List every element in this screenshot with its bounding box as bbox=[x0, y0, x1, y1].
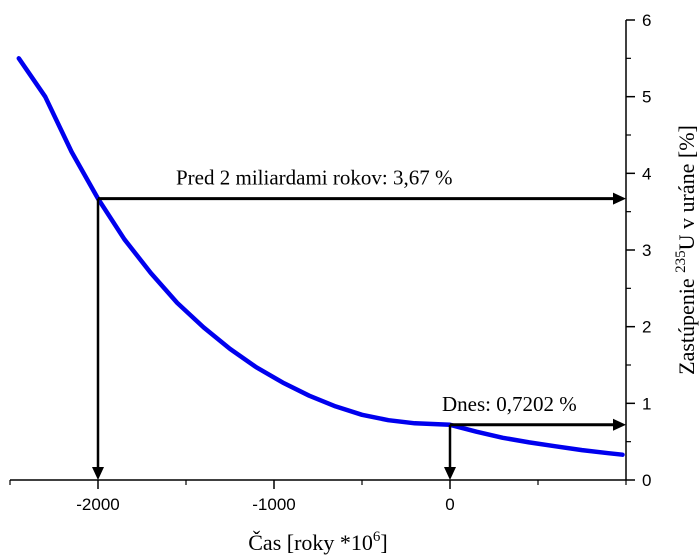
annotation-arrowhead-right bbox=[613, 418, 626, 431]
series-line bbox=[16, 56, 625, 457]
x-tick-label: -1000 bbox=[252, 495, 295, 514]
x-tick-label: -2000 bbox=[76, 495, 119, 514]
y-axis-title-end: U v uráne [%] bbox=[674, 125, 699, 250]
annotation-label: Pred 2 miliardami rokov: 3,67 % bbox=[176, 166, 452, 190]
y-tick-label: 1 bbox=[642, 394, 651, 413]
x-tick-label: 0 bbox=[445, 495, 454, 514]
y-tick-label: 4 bbox=[642, 164, 651, 183]
annotation-label: Dnes: 0,7202 % bbox=[442, 392, 577, 416]
y-axis-title-superscript: 235 bbox=[673, 250, 689, 273]
y-tick-label: 0 bbox=[642, 471, 651, 490]
y-tick-label: 3 bbox=[642, 241, 651, 260]
y-tick-label: 5 bbox=[642, 88, 651, 107]
series-layer bbox=[16, 56, 625, 457]
x-axis-title-end: ] bbox=[380, 530, 387, 555]
annotation-arrowhead-down bbox=[92, 467, 104, 480]
axis-titles: Čas [roky *106] Zastúpenie 235U v uráne [… bbox=[248, 125, 699, 555]
annotation-arrowhead-down bbox=[444, 467, 456, 480]
axes: -2000 -1000 0 0 1 2 3 4 5 6 bbox=[9, 11, 651, 514]
y-axis-title: Zastúpenie 235U v uráne [%] bbox=[673, 125, 699, 375]
x-axis-title-superscript: 6 bbox=[373, 529, 381, 545]
annotations-layer: Pred 2 miliardami rokov: 3,67 % Dnes: 0,7… bbox=[92, 166, 626, 480]
y-tick-label: 6 bbox=[642, 11, 651, 30]
annotation-arrowhead-right bbox=[613, 192, 626, 205]
y-tick-label: 2 bbox=[642, 318, 651, 337]
x-axis-title: Čas [roky *106] bbox=[248, 529, 387, 555]
